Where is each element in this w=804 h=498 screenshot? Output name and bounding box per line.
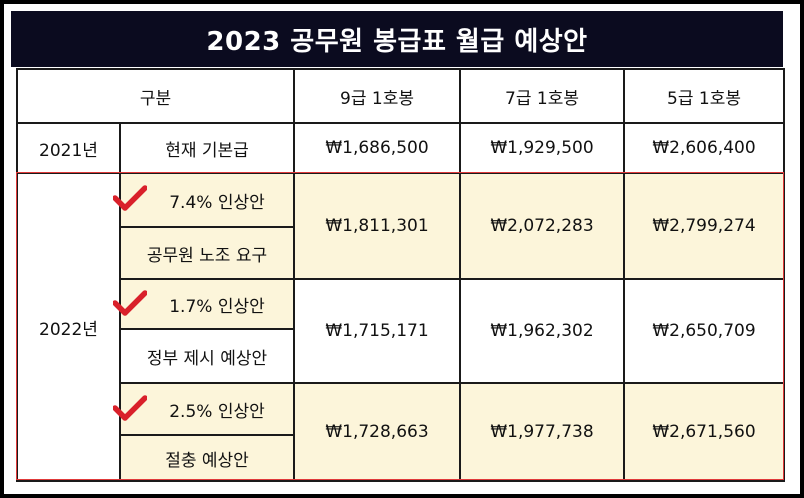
- proposal-rate-label: 7.4% 인상안: [169, 192, 265, 213]
- header-grade-9: 9급 1호봉: [340, 88, 414, 109]
- table-cell: ₩2,606,400: [652, 138, 756, 158]
- current-base-pay-label: 현재 기본급: [165, 140, 249, 161]
- table-cell: ₩2,799,274: [625, 174, 783, 278]
- checkmark-icon: [113, 395, 147, 421]
- table-cell: ₩2,650,709: [652, 321, 756, 341]
- table-cell: ₩1,811,301: [295, 174, 459, 278]
- page-title: 2023 공무원 봉급표 월급 예상안: [11, 11, 783, 67]
- header-grade-5: 5급 1호봉: [667, 88, 741, 109]
- header-category: 구분: [139, 88, 172, 109]
- grid-line: [16, 68, 18, 482]
- header-grade-7: 7급 1호봉: [505, 88, 579, 109]
- grid-line: [119, 382, 785, 384]
- grid-line: [119, 328, 295, 330]
- grid-line: [16, 68, 785, 70]
- grid-line: [623, 68, 625, 482]
- table-cell: ₩1,977,738: [461, 384, 623, 480]
- proposal-rate-label: 1.7% 인상안: [169, 296, 265, 317]
- proposal-rate-cell: 2.5% 인상안: [121, 384, 293, 434]
- table-cell: ₩1,962,302: [490, 321, 594, 341]
- proposal-rate-cell: 7.4% 인상안: [121, 174, 293, 226]
- grid-line: [293, 68, 295, 482]
- proposal-rate-cell: 1.7% 인상안: [121, 280, 293, 328]
- grid-line: [459, 68, 461, 482]
- table-cell: ₩1,929,500: [490, 138, 594, 158]
- grid-line: [119, 122, 121, 482]
- proposal-source-label: 공무원 노조 요구: [121, 228, 293, 278]
- grid-line: [119, 278, 785, 280]
- grid-line: [119, 226, 295, 228]
- grid-line: [16, 122, 785, 124]
- table-cell: ₩2,072,283: [461, 174, 623, 278]
- grid-line: [119, 434, 295, 436]
- proposal-source-label: 정부 제시 예상안: [146, 348, 268, 369]
- year-2022-label: 2022년: [39, 319, 98, 340]
- grid-line: [16, 172, 785, 174]
- proposal-rate-label: 2.5% 인상안: [169, 401, 265, 422]
- grid-line: [783, 68, 785, 482]
- checkmark-icon: [113, 185, 147, 211]
- table-cell: ₩1,686,500: [325, 138, 429, 158]
- checkmark-icon: [113, 290, 147, 316]
- table-cell: ₩1,728,663: [295, 384, 459, 480]
- table-cell: ₩2,671,560: [625, 384, 783, 480]
- year-2021-label: 2021년: [39, 140, 98, 161]
- grid-line: [16, 480, 785, 482]
- table-cell: ₩1,715,171: [325, 321, 429, 341]
- proposal-source-label: 절충 예상안: [121, 436, 293, 480]
